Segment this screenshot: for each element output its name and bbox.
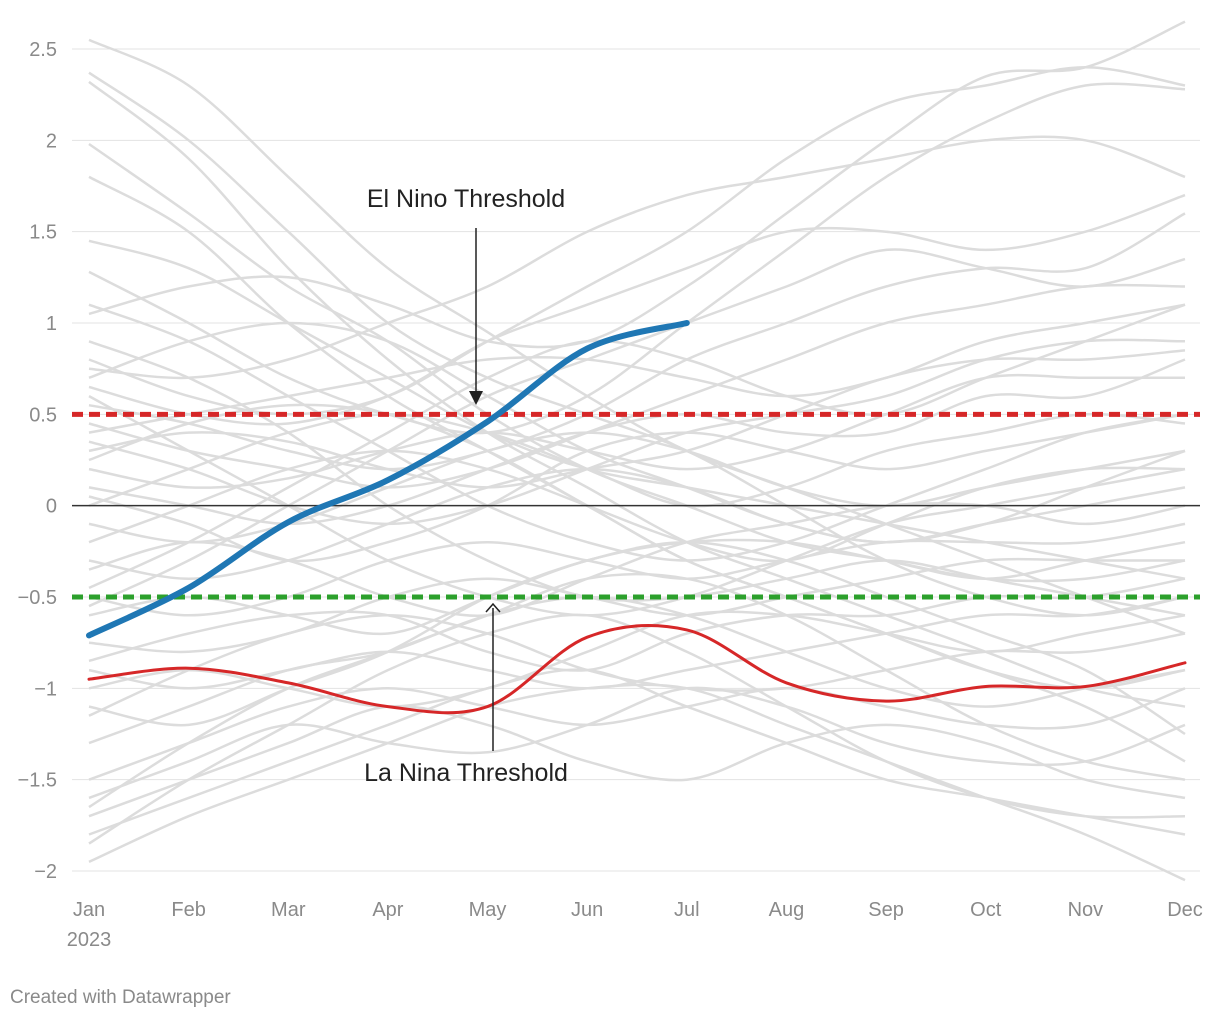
x-tick-label: Aug [769, 899, 805, 921]
background-series-line [88, 303, 1186, 590]
background-series-line [88, 303, 1186, 434]
background-series-line [88, 212, 1186, 471]
highlight-series-line [87, 624, 1187, 715]
background-series-line [88, 687, 1186, 781]
credit-text: Created with Datawrapper [10, 987, 231, 1008]
background-series-line [88, 403, 1186, 763]
background-series-line [88, 321, 1186, 544]
background-series-line [88, 38, 1186, 635]
x-axis-year-label: 2023 [67, 929, 112, 951]
y-tick-label: 1.5 [29, 222, 57, 244]
y-tick-label: −2 [34, 861, 57, 883]
el-nino-arrow-head [469, 391, 483, 405]
background-series-line [88, 358, 1186, 526]
x-tick-label: Oct [970, 899, 1002, 921]
background-series-line [88, 686, 1186, 800]
y-tick-label: 2 [46, 130, 57, 152]
background-series-line [88, 614, 1186, 717]
x-tick-label: Feb [171, 899, 205, 921]
background-series-line [88, 522, 1186, 617]
la-nina-arrow-head [485, 602, 501, 613]
y-axis-ticks: 2.5 2 1.5 1 0.5 0 −0.5 −1 −1.5 −2 [18, 39, 57, 883]
y-tick-label: 2.5 [29, 39, 57, 61]
background-series-line [88, 193, 1186, 426]
x-tick-label: Nov [1068, 899, 1104, 921]
y-tick-label: 0 [46, 496, 57, 518]
background-series-line [88, 683, 1186, 882]
x-tick-label: Jan [73, 899, 105, 921]
background-series-line [88, 82, 1186, 435]
x-tick-label: Sep [868, 899, 904, 921]
y-tick-label: 1 [46, 313, 57, 335]
background-series-line [88, 595, 1186, 745]
background-series-line [88, 449, 1186, 563]
background-series-line [88, 20, 1186, 349]
background-series-line [88, 502, 1186, 618]
current-year-line [86, 320, 690, 639]
la-nina-annotation: La Nina Threshold [364, 759, 568, 787]
background-series-line [88, 303, 1186, 562]
x-tick-label: Dec [1167, 899, 1203, 921]
background-series-layer [88, 20, 1186, 882]
background-series-line [88, 135, 1186, 380]
background-series-line [88, 540, 1186, 736]
background-series-line [88, 283, 1186, 489]
x-tick-label: Jun [571, 899, 603, 921]
threshold-layer [72, 411, 1200, 600]
y-tick-label: 0.5 [29, 404, 57, 426]
el-nino-annotation: El Nino Threshold [367, 185, 565, 213]
x-tick-label: Jul [674, 899, 700, 921]
x-axis-ticks: Jan Feb Mar Apr May Jun Jul Aug Sep Oct Nov Dec [73, 899, 1203, 921]
background-series-line [88, 239, 1186, 580]
highlight-series-layer [86, 320, 1187, 715]
background-series-line [88, 395, 1186, 617]
background-series-line [88, 248, 1186, 608]
background-series-line [88, 340, 1186, 617]
y-tick-label: −1 [34, 678, 57, 700]
y-tick-label: −1.5 [18, 770, 57, 792]
y-tick-label: −0.5 [18, 587, 57, 609]
background-series-line [88, 412, 1186, 508]
annotation-layer: El Nino Threshold La Nina Threshold [364, 185, 568, 787]
x-tick-label: Mar [271, 899, 306, 921]
background-series-line [88, 704, 1186, 818]
x-tick-label: May [469, 899, 507, 921]
x-tick-label: Apr [372, 899, 403, 921]
